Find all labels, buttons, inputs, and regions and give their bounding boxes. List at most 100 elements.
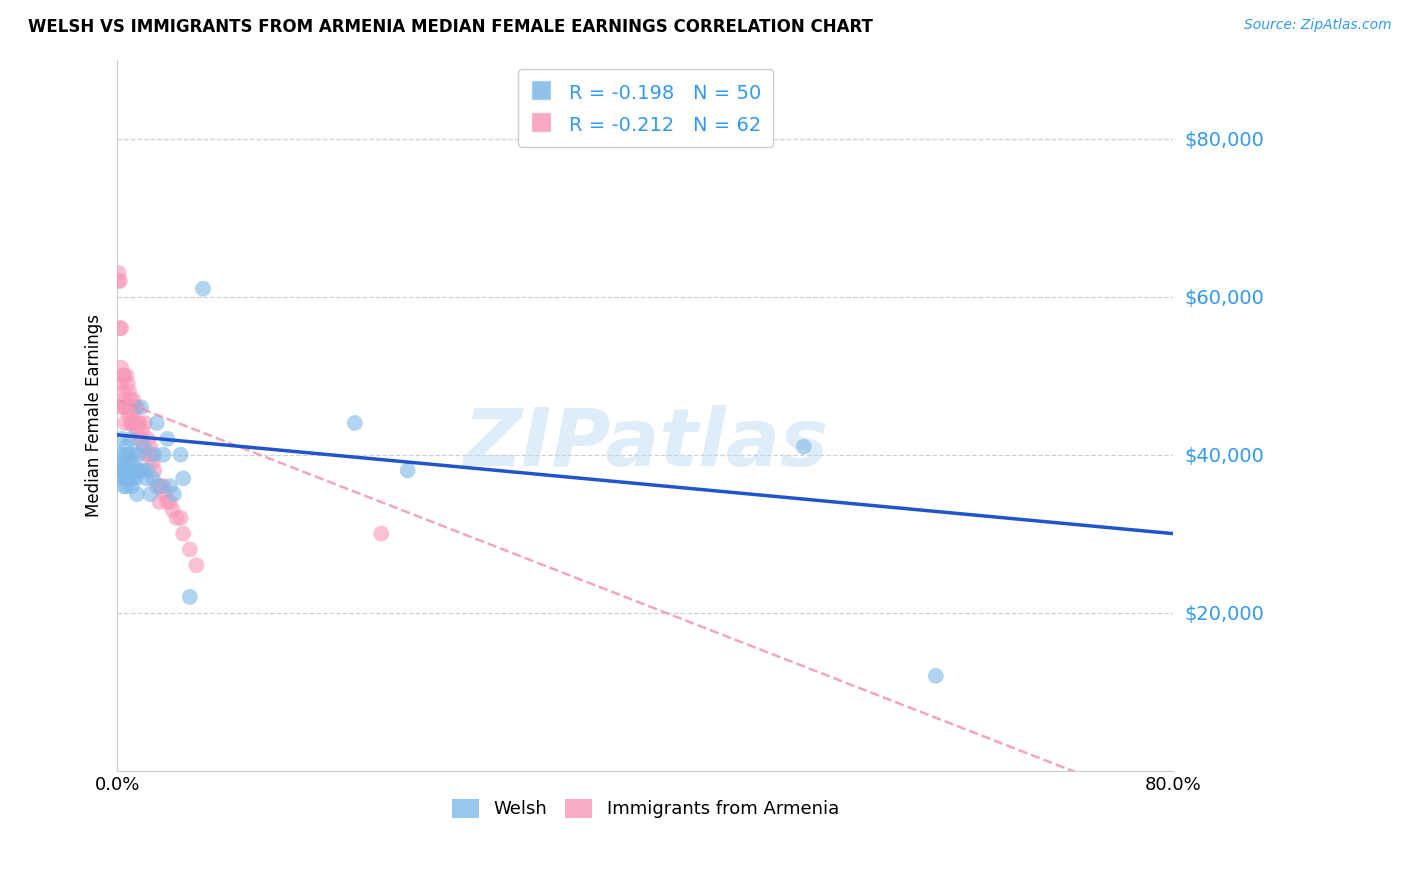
- Point: [128, 416, 150, 430]
- Point: [131, 424, 153, 438]
- Point: [179, 590, 201, 604]
- Point: [110, 432, 132, 446]
- Point: [117, 401, 139, 415]
- Y-axis label: Median Female Earnings: Median Female Earnings: [86, 314, 103, 516]
- Point: [152, 479, 174, 493]
- Point: [114, 416, 136, 430]
- Point: [107, 463, 129, 477]
- Point: [124, 416, 146, 430]
- Point: [125, 487, 148, 501]
- Point: [136, 463, 159, 477]
- Point: [793, 440, 815, 454]
- Point: [117, 376, 139, 391]
- Legend: Welsh, Immigrants from Armenia: Welsh, Immigrants from Armenia: [444, 792, 846, 826]
- Point: [370, 526, 392, 541]
- Point: [124, 401, 146, 415]
- Point: [114, 448, 136, 462]
- Text: WELSH VS IMMIGRANTS FROM ARMENIA MEDIAN FEMALE EARNINGS CORRELATION CHART: WELSH VS IMMIGRANTS FROM ARMENIA MEDIAN …: [28, 18, 873, 36]
- Point: [142, 456, 165, 470]
- Point: [135, 471, 157, 485]
- Point: [172, 471, 194, 485]
- Point: [120, 463, 142, 477]
- Point: [156, 432, 179, 446]
- Point: [115, 479, 138, 493]
- Point: [343, 416, 366, 430]
- Point: [191, 282, 214, 296]
- Text: Source: ZipAtlas.com: Source: ZipAtlas.com: [1244, 18, 1392, 32]
- Point: [148, 479, 170, 493]
- Point: [148, 495, 170, 509]
- Point: [146, 479, 169, 493]
- Point: [115, 368, 138, 383]
- Point: [121, 416, 143, 430]
- Point: [134, 416, 156, 430]
- Point: [169, 448, 191, 462]
- Point: [132, 440, 155, 454]
- Point: [107, 266, 129, 280]
- Point: [139, 440, 162, 454]
- Point: [118, 471, 141, 485]
- Point: [159, 495, 181, 509]
- Point: [120, 416, 142, 430]
- Point: [172, 526, 194, 541]
- Point: [127, 448, 149, 462]
- Point: [110, 360, 132, 375]
- Point: [112, 368, 135, 383]
- Point: [110, 463, 132, 477]
- Point: [112, 384, 135, 399]
- Point: [143, 463, 166, 477]
- Point: [121, 401, 143, 415]
- Point: [125, 401, 148, 415]
- Point: [132, 440, 155, 454]
- Point: [108, 321, 131, 335]
- Text: ZIPatlas: ZIPatlas: [463, 405, 828, 483]
- Point: [129, 401, 152, 415]
- Point: [163, 487, 186, 501]
- Point: [124, 471, 146, 485]
- Point: [162, 503, 184, 517]
- Point: [136, 432, 159, 446]
- Point: [111, 368, 134, 383]
- Point: [111, 401, 134, 415]
- Point: [120, 392, 142, 407]
- Point: [117, 463, 139, 477]
- Point: [112, 401, 135, 415]
- Point: [121, 479, 143, 493]
- Point: [114, 392, 136, 407]
- Point: [122, 448, 145, 462]
- Point: [122, 471, 145, 485]
- Point: [107, 274, 129, 288]
- Point: [111, 456, 134, 470]
- Point: [169, 511, 191, 525]
- Point: [124, 416, 146, 430]
- Point: [120, 432, 142, 446]
- Point: [124, 463, 146, 477]
- Point: [135, 448, 157, 462]
- Point: [149, 479, 172, 493]
- Point: [108, 274, 131, 288]
- Point: [396, 463, 419, 477]
- Point: [139, 487, 162, 501]
- Point: [152, 448, 174, 462]
- Point: [179, 542, 201, 557]
- Point: [118, 448, 141, 462]
- Point: [125, 463, 148, 477]
- Point: [166, 511, 188, 525]
- Point: [127, 432, 149, 446]
- Point: [129, 432, 152, 446]
- Point: [110, 376, 132, 391]
- Point: [124, 401, 146, 415]
- Point: [186, 558, 208, 573]
- Point: [118, 408, 141, 422]
- Point: [118, 384, 141, 399]
- Point: [120, 401, 142, 415]
- Point: [925, 669, 948, 683]
- Point: [141, 448, 163, 462]
- Point: [111, 471, 134, 485]
- Point: [159, 479, 181, 493]
- Point: [125, 424, 148, 438]
- Point: [112, 463, 135, 477]
- Point: [142, 471, 165, 485]
- Point: [114, 401, 136, 415]
- Point: [122, 392, 145, 407]
